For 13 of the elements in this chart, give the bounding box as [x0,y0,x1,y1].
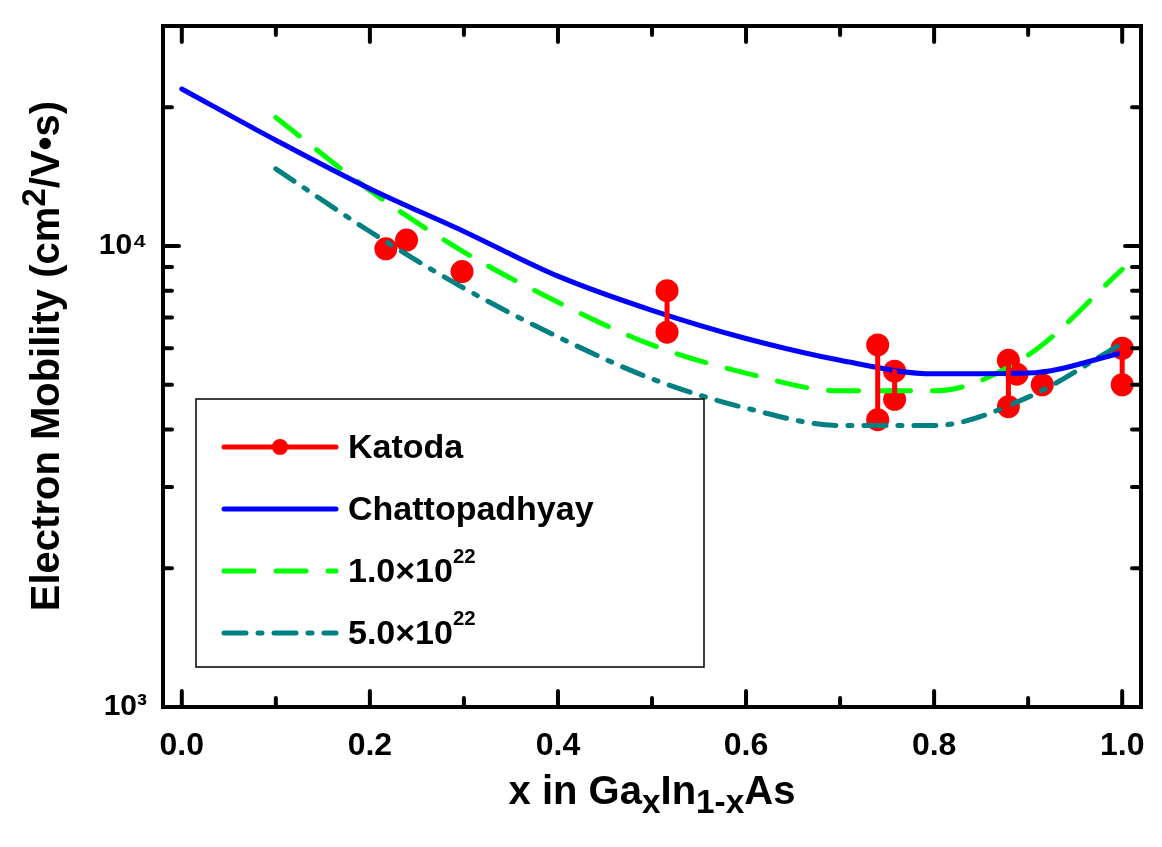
x-tick-label: 0.2 [347,726,393,763]
x-tick-label: 0.0 [159,726,205,763]
point [450,260,474,284]
legend-label: Chattopadhyay [348,489,594,528]
x-tick-label: 0.4 [535,726,581,763]
y-tick-label: 10³ [103,688,148,722]
x-tick-label: 0.8 [911,726,957,763]
x-tick-label: 1.0 [1099,726,1145,763]
x-axis-title: x in Ga$_{x}$In$_{1-x}$As [507,768,797,821]
x-tick-label: 0.6 [723,726,769,763]
legend-label: Katoda [348,427,465,466]
point [395,228,419,252]
y-tick-label: 10⁴ [98,227,147,261]
